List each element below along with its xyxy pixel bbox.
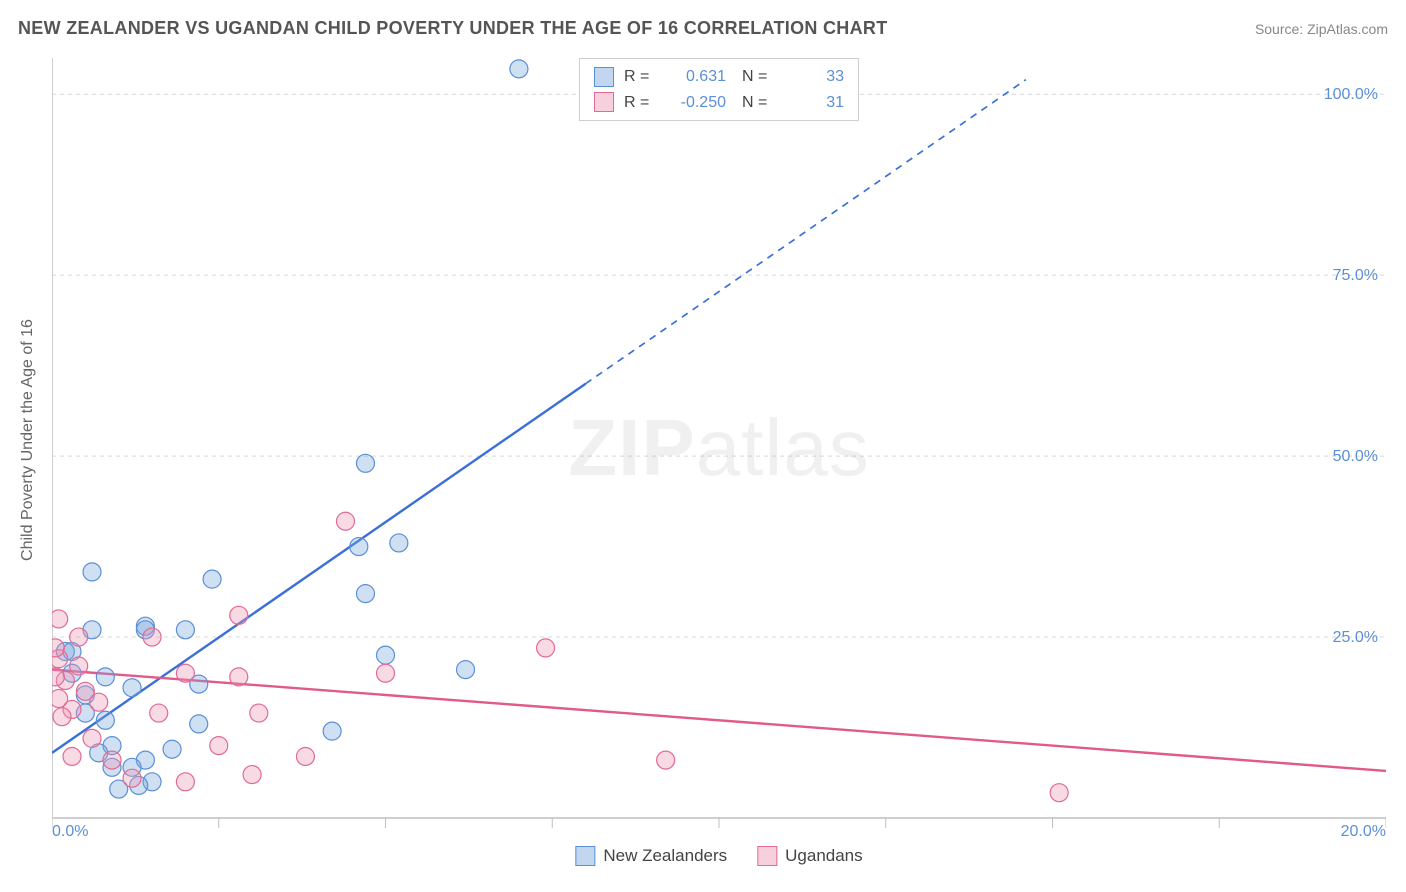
swatch-pink bbox=[594, 92, 614, 112]
swatch-blue bbox=[575, 846, 595, 866]
svg-text:100.0%: 100.0% bbox=[1324, 86, 1378, 103]
legend-item-ug: Ugandans bbox=[757, 846, 863, 866]
chart-area: 25.0%50.0%75.0%100.0%0.0%20.0% ZIPatlas … bbox=[52, 58, 1386, 838]
legend-row-ug: R = -0.250 N = 31 bbox=[594, 90, 844, 116]
svg-text:20.0%: 20.0% bbox=[1341, 823, 1386, 838]
svg-text:0.0%: 0.0% bbox=[52, 823, 88, 838]
svg-text:75.0%: 75.0% bbox=[1333, 267, 1378, 284]
svg-text:25.0%: 25.0% bbox=[1333, 629, 1378, 646]
swatch-blue bbox=[594, 67, 614, 87]
legend-row-nz: R = 0.631 N = 33 bbox=[594, 64, 844, 90]
header: NEW ZEALANDER VS UGANDAN CHILD POVERTY U… bbox=[18, 18, 1388, 39]
swatch-pink bbox=[757, 846, 777, 866]
svg-text:50.0%: 50.0% bbox=[1333, 448, 1378, 465]
series-legend: New Zealanders Ugandans bbox=[575, 846, 862, 866]
y-axis-label: Child Poverty Under the Age of 16 bbox=[19, 319, 37, 561]
legend-item-nz: New Zealanders bbox=[575, 846, 727, 866]
scatter-plot: 25.0% 50.0% 75.0% 100.0% 0.0% 20.0% bbox=[52, 58, 1386, 838]
correlation-legend: R = 0.631 N = 33 R = -0.250 N = 31 bbox=[579, 58, 859, 121]
chart-title: NEW ZEALANDER VS UGANDAN CHILD POVERTY U… bbox=[18, 18, 888, 39]
source-label: Source: ZipAtlas.com bbox=[1255, 21, 1388, 37]
